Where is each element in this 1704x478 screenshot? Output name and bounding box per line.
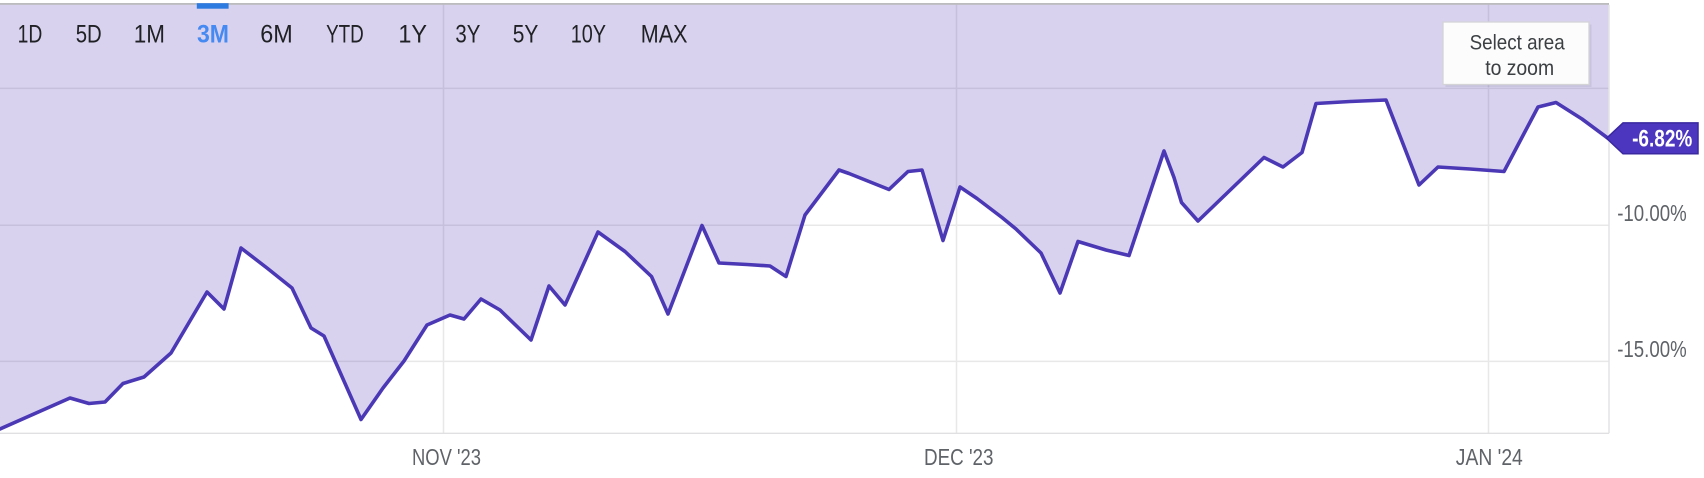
- svg-text:-6.82%: -6.82%: [1632, 125, 1692, 152]
- svg-text:1D: 1D: [18, 21, 43, 49]
- svg-text:DEC '23: DEC '23: [924, 444, 994, 470]
- svg-text:5Y: 5Y: [513, 21, 539, 49]
- svg-text:-10.00%: -10.00%: [1617, 200, 1687, 226]
- svg-text:3Y: 3Y: [455, 21, 480, 49]
- svg-text:MAX: MAX: [641, 21, 688, 49]
- svg-text:6M: 6M: [260, 21, 293, 49]
- svg-text:to zoom: to zoom: [1485, 56, 1554, 80]
- svg-text:NOV '23: NOV '23: [412, 444, 481, 470]
- svg-text:1Y: 1Y: [398, 21, 427, 49]
- svg-text:YTD: YTD: [326, 21, 364, 49]
- svg-text:10Y: 10Y: [571, 21, 607, 49]
- svg-text:1M: 1M: [134, 21, 165, 49]
- svg-text:3M: 3M: [197, 21, 229, 49]
- svg-text:5D: 5D: [76, 21, 102, 49]
- svg-text:Select area: Select area: [1470, 30, 1565, 54]
- svg-text:-15.00%: -15.00%: [1617, 336, 1687, 362]
- svg-text:JAN '24: JAN '24: [1456, 444, 1523, 470]
